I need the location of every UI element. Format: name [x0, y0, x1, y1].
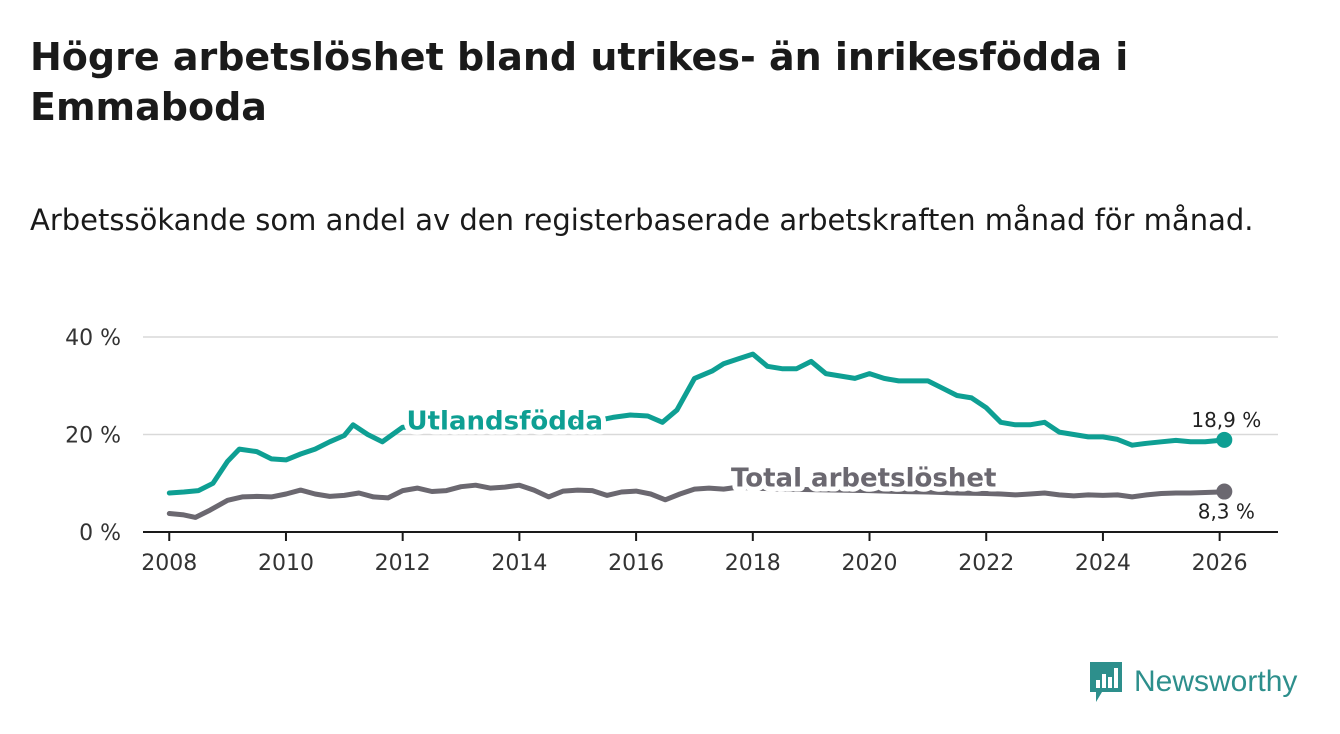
x-tick-label: 2024 — [1075, 551, 1131, 576]
x-tick-label: 2012 — [375, 551, 431, 576]
x-tick-label: 2016 — [608, 551, 664, 576]
x-tick-label: 2018 — [725, 551, 781, 576]
series-label-total: Total arbetslöshet — [731, 464, 996, 494]
series-lines — [166, 351, 1233, 520]
x-tick-label: 2026 — [1192, 551, 1248, 576]
end-value-label-total: 8,3 % — [1198, 500, 1255, 524]
series-label-utlandsfodda: Utlandsfödda — [407, 407, 604, 437]
series-label-utlandsfodda-halo: Utlandsfödda — [407, 407, 604, 437]
chart-title: Högre arbetslöshet bland utrikes- än inr… — [30, 35, 1129, 129]
series-line-total — [166, 482, 1227, 520]
x-tick-label: 2008 — [141, 551, 197, 576]
chart-subtitle: Arbetssökande som andel av den registerb… — [30, 203, 1254, 237]
y-tick-label: 20 % — [65, 424, 121, 449]
series-end-point — [1216, 431, 1233, 448]
x-tick-label: 2010 — [258, 551, 314, 576]
newsworthy-logo: Newsworthy — [1088, 660, 1297, 704]
x-tick-label: 2022 — [958, 551, 1014, 576]
bar-chart-icon — [1090, 662, 1122, 702]
series-end-point — [1216, 483, 1233, 500]
brand-name: Newsworthy — [1134, 665, 1298, 698]
y-tick-label: 40 % — [65, 326, 121, 351]
x-tick-label: 2014 — [491, 551, 547, 576]
grid-lines — [143, 336, 1278, 436]
x-tick-label: 2020 — [842, 551, 898, 576]
y-axis-ticks: 0 % 20 % 40 % — [65, 326, 121, 546]
end-value-label-utlandsfodda: 18,9 % — [1191, 408, 1261, 432]
x-axis: 2008 2010 2012 2014 2016 2018 2020 2022 2024 2026 — [141, 531, 1278, 576]
series-label-total-halo: Total arbetslöshet — [731, 464, 996, 494]
series-line-utlandsfodda — [166, 351, 1227, 496]
series-labels: 18,9 %8,3 %UtlandsföddaUtlandsföddaTotal… — [402, 402, 1262, 524]
y-tick-label: 0 % — [79, 521, 121, 546]
